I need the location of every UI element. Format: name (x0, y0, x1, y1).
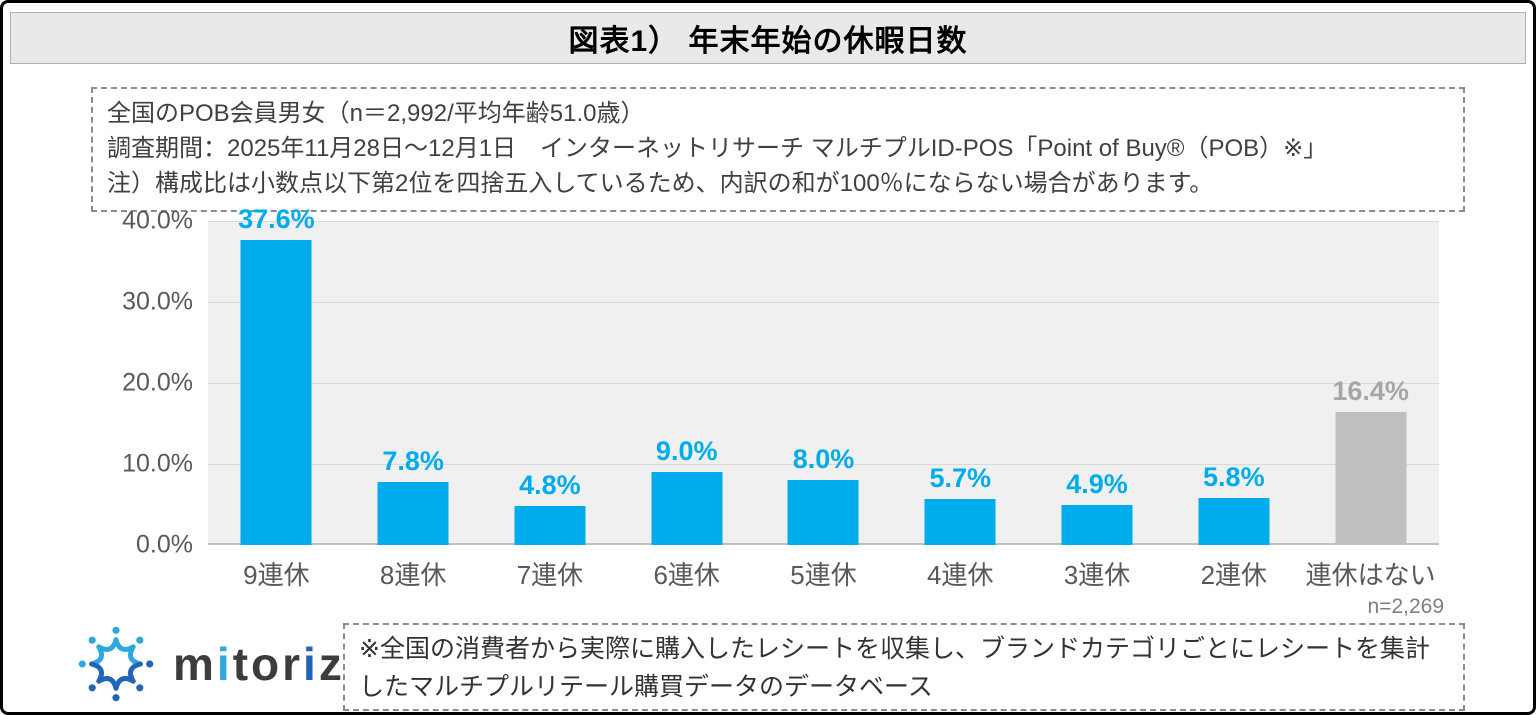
mitoriz-wordmark: mitoriz (173, 637, 345, 691)
bar-5連休 (787, 480, 859, 545)
logo-letter: o (251, 638, 283, 690)
plot-area: 37.6% 9連休 7.8% 8連休 4.8% 7連休 9.0% 6連休 8.0% 5連休 5.7%… (208, 204, 1439, 590)
y-axis: 40.0% 30.0% 20.0% 10.0% 0.0% (63, 207, 193, 559)
bar-value-label: 8.0% (792, 444, 855, 475)
bar-slot: 9.0% 6連休 (618, 221, 755, 590)
bar-6連休 (651, 472, 723, 545)
x-axis-label: 2連休 (1200, 560, 1268, 590)
y-axis-tick: 20.0% (122, 368, 193, 397)
footer-note-box: ※全国の消費者から実際に購入したレシートを収集し、ブランドカテゴリごとにレシート… (343, 623, 1465, 711)
x-axis-label: 5連休 (790, 560, 857, 590)
survey-info-box: 全国のPOB会員男女（n＝2,992/平均年齢51.0歳） 調査期間：2025年… (91, 87, 1465, 212)
bar-slot: 16.4% 連休はない (1302, 221, 1439, 590)
bar-value-label: 5.7% (929, 462, 992, 493)
survey-info-line-2: 調査期間：2025年11月28日～12月1日 インターネットリサーチ マルチプル… (107, 135, 1328, 162)
bar-連休はない (1335, 412, 1407, 545)
x-axis-label: 連休はない (1305, 560, 1436, 590)
gridline (208, 302, 1439, 303)
survey-info-line-1: 全国のPOB会員男女（n＝2,992/平均年齢51.0歳） (107, 100, 645, 127)
y-axis-tick: 40.0% (122, 206, 193, 235)
bar-8連休 (377, 481, 449, 545)
bar-value-label: 37.6% (238, 204, 315, 235)
logo-letter: r (282, 638, 304, 690)
x-axis-label: 7連休 (516, 560, 584, 590)
bar-7連休 (514, 506, 586, 545)
y-axis-tick: 0.0% (136, 530, 193, 559)
gridline (208, 221, 1439, 222)
survey-info-line-3: 注）構成比は小数点以下第2位を四捨五入しているため、内訳の和が100％にならない… (107, 170, 1214, 197)
bar-slot: 7.8% 8連休 (345, 221, 482, 590)
bar-value-label: 5.8% (1203, 462, 1265, 493)
mitoriz-star-icon (78, 626, 154, 702)
bar-9連休 (240, 240, 312, 545)
bar-3連休 (1061, 505, 1133, 545)
chart-title: 図表1） 年末年始の休暇日数 (568, 25, 968, 58)
x-axis-label: 9連休 (243, 560, 310, 590)
bar-value-label: 4.9% (1066, 469, 1128, 500)
x-axis-label: 6連休 (653, 560, 720, 590)
sample-size-note: n=2,269 (1367, 595, 1445, 618)
bar-value-label: 4.8% (519, 470, 581, 501)
gridline (208, 464, 1439, 465)
mitoriz-logo: mitoriz (73, 619, 345, 709)
bar-slot: 8.0% 5連休 (755, 221, 892, 590)
bar-value-label: 7.8% (382, 445, 444, 476)
bar-slot: 4.9% 3連休 (1029, 221, 1166, 590)
bar-2連休 (1198, 498, 1270, 545)
y-axis-tick: 30.0% (122, 287, 193, 316)
gridline (208, 383, 1439, 384)
bar-slot: 5.8% 2連休 (1165, 221, 1302, 590)
logo-letter: t (232, 638, 252, 690)
logo-letter: i (216, 638, 233, 690)
title-bar: 図表1） 年末年始の休暇日数 (10, 12, 1526, 64)
x-axis-label: 8連休 (379, 560, 447, 590)
y-axis-tick: 10.0% (122, 449, 193, 478)
logo-letter: z (318, 638, 345, 690)
bar-slot: 4.8% 7連休 (482, 221, 619, 590)
footer-note-text: ※全国の消費者から実際に購入したレシートを収集し、ブランドカテゴリごとにレシート… (359, 635, 1430, 701)
bar-4連休 (924, 498, 996, 545)
logo-letter: i (303, 638, 319, 690)
x-axis-label: 4連休 (927, 560, 994, 590)
bar-value-label: 16.4% (1332, 376, 1409, 407)
bar-slot: 37.6% 9連休 (208, 204, 345, 590)
logo-letter: m (173, 638, 217, 690)
bar-slot: 5.7% 4連休 (892, 221, 1029, 590)
x-axis-label: 3連休 (1063, 560, 1131, 590)
bar-value-label: 9.0% (655, 436, 718, 467)
